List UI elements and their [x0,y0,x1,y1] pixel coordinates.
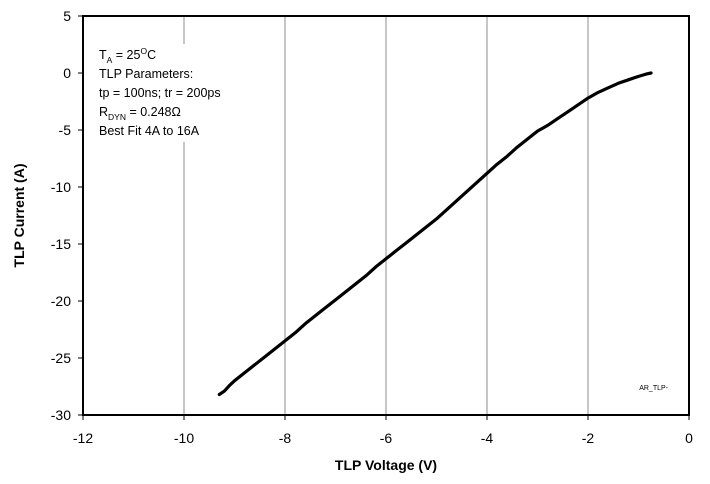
x-tick-labels: -12 -10 -8 -6 -4 -2 0 [73,415,693,446]
grid-layer [183,16,589,415]
x-tick-label: -4 [481,430,494,446]
y-axis-title: TLP Current (A) [11,164,27,268]
y-tick-label: -10 [51,179,71,195]
x-tick-label: 0 [685,430,693,446]
y-tick-label: -30 [51,407,71,423]
x-tick-label: -12 [73,430,93,446]
x-axis-title: TLP Voltage (V) [335,457,437,473]
y-tick-label: -15 [51,236,71,252]
annotation-pulse-params: tp = 100ns; tr = 200ps [99,86,221,100]
annotation-rdyn: RDYN = 0.248Ω [99,105,181,122]
annotation-temperature: TA = 25OC [99,46,156,65]
y-tick-label: 0 [63,65,71,81]
x-tick-label: -10 [174,430,194,446]
series-layer [217,71,653,397]
x-tick-label: -2 [582,430,595,446]
annotation-best-fit: Best Fit 4A to 16A [99,124,200,138]
annotation-box: TA = 25OC TLP Parameters: tp = 100ns; tr… [95,44,227,142]
y-tick-label: -25 [51,350,71,366]
y-tick-label: 5 [63,8,71,24]
x-tick-label: -6 [380,430,393,446]
y-tick-labels: 5 0 -5 -10 -15 -20 -25 -30 [51,8,83,423]
x-tick-label: -8 [279,430,292,446]
watermark-label: AR_TLP- [639,385,668,392]
series-line-0 [217,71,653,397]
annotation-params-title: TLP Parameters: [99,67,193,81]
y-tick-label: -5 [59,122,72,138]
y-tick-label: -20 [51,293,71,309]
annotation-background [95,44,227,142]
